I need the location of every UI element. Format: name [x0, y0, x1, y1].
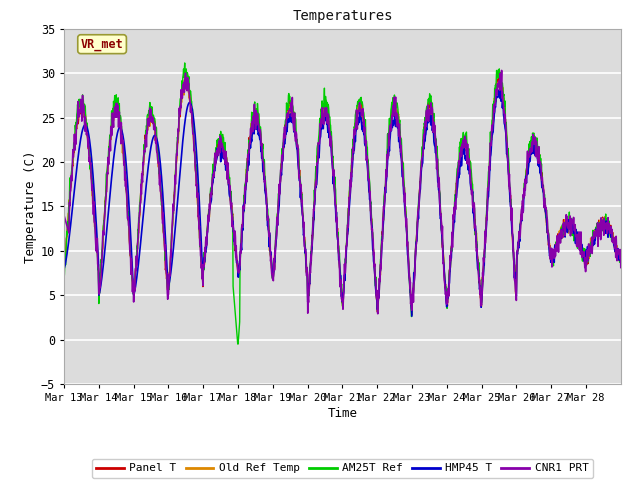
AM25T Ref [234, 341, 241, 347]
HMP45 T [617, 254, 625, 260]
CNR1 PRT [502, 133, 510, 139]
Panel T [184, 83, 191, 89]
Panel T [246, 139, 254, 145]
CNR1 PRT [552, 253, 559, 259]
Old Ref Temp [429, 127, 437, 132]
Panel T [502, 131, 510, 136]
HMP45 T [184, 103, 191, 108]
AM25T Ref [617, 258, 625, 264]
AM25T Ref [247, 129, 255, 135]
Old Ref Temp [408, 312, 416, 317]
HMP45 T [429, 130, 437, 135]
CNR1 PRT [374, 311, 381, 317]
AM25T Ref [184, 73, 192, 79]
AM25T Ref [60, 276, 68, 281]
Old Ref Temp [502, 127, 510, 132]
CNR1 PRT [429, 130, 437, 135]
Panel T [170, 200, 178, 206]
CNR1 PRT [184, 75, 191, 81]
Title: Temperatures: Temperatures [292, 10, 393, 24]
Panel T [552, 242, 559, 248]
Old Ref Temp [60, 264, 68, 269]
Old Ref Temp [182, 74, 189, 80]
Old Ref Temp [246, 137, 254, 143]
Line: CNR1 PRT: CNR1 PRT [64, 71, 621, 314]
HMP45 T [496, 85, 504, 91]
Panel T [617, 254, 625, 260]
Old Ref Temp [184, 82, 192, 88]
CNR1 PRT [246, 141, 254, 147]
Line: Panel T: Panel T [64, 76, 621, 315]
HMP45 T [60, 266, 68, 272]
HMP45 T [170, 236, 178, 242]
HMP45 T [408, 313, 416, 319]
HMP45 T [246, 143, 254, 149]
HMP45 T [502, 142, 510, 147]
AM25T Ref [502, 120, 510, 125]
Line: Old Ref Temp: Old Ref Temp [64, 77, 621, 314]
Old Ref Temp [170, 190, 178, 195]
Line: AM25T Ref: AM25T Ref [64, 63, 621, 344]
AM25T Ref [170, 196, 178, 202]
X-axis label: Time: Time [328, 407, 357, 420]
Old Ref Temp [552, 249, 559, 255]
Panel T [495, 73, 503, 79]
Panel T [60, 264, 68, 270]
Legend: Panel T, Old Ref Temp, AM25T Ref, HMP45 T, CNR1 PRT: Panel T, Old Ref Temp, AM25T Ref, HMP45 … [92, 459, 593, 478]
Y-axis label: Temperature (C): Temperature (C) [24, 150, 36, 263]
Line: HMP45 T: HMP45 T [64, 88, 621, 316]
CNR1 PRT [617, 264, 625, 270]
HMP45 T [552, 249, 559, 254]
CNR1 PRT [170, 195, 178, 201]
AM25T Ref [552, 246, 559, 252]
Panel T [429, 119, 437, 125]
Panel T [408, 312, 416, 318]
AM25T Ref [181, 60, 189, 66]
CNR1 PRT [498, 68, 506, 73]
Old Ref Temp [617, 257, 625, 263]
Text: VR_met: VR_met [81, 37, 124, 51]
AM25T Ref [429, 115, 437, 120]
CNR1 PRT [60, 213, 68, 218]
